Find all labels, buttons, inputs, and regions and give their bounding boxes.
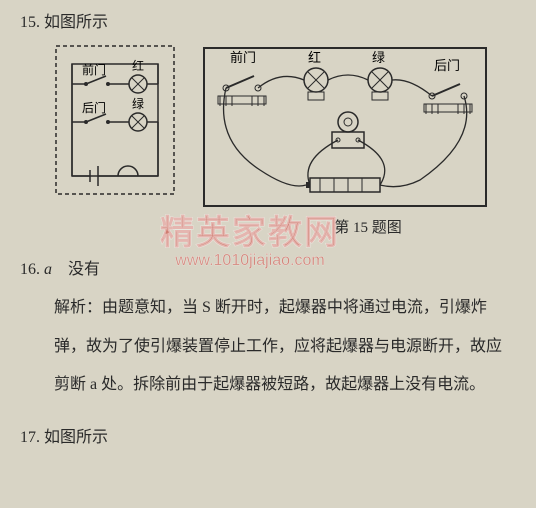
q16-explain-label: 解析：: [54, 299, 102, 316]
question-16-block: 16. a 没有 解析：由题意知，当 S 断开时，起爆器中将通过电流，引爆炸弹，…: [20, 251, 516, 405]
right-front-label: 前门: [230, 50, 256, 65]
left-circuit-diagram: 前门 红 后门 绿: [50, 40, 180, 200]
q17-number: 17.: [20, 429, 40, 446]
q15-text: 如图所示: [44, 14, 108, 31]
left-back-label: 后门: [82, 100, 106, 115]
question-17-block: 17. 如图所示: [20, 419, 516, 457]
right-red-label: 红: [308, 50, 321, 65]
left-green-label: 绿: [132, 96, 144, 111]
q16-answer-line: 16. a 没有: [20, 251, 516, 289]
q16-explain: 解析：由题意知，当 S 断开时，起爆器中将通过电流，引爆炸弹，故为了使引爆装置停…: [20, 289, 516, 404]
left-red-label: 红: [132, 58, 144, 73]
q16-number: 16.: [20, 261, 40, 278]
q16-answer-a: a: [44, 261, 52, 278]
diagrams-row: 前门 红 后门 绿: [50, 40, 516, 210]
figure-caption: 第 15 题图: [220, 216, 516, 237]
left-front-label: 前门: [82, 62, 106, 77]
right-circuit-diagram: 前门 红 绿 后门: [200, 40, 490, 210]
q17-text: 如图所示: [44, 429, 108, 446]
q15-number: 15.: [20, 14, 40, 31]
q16-answer-b: 没有: [68, 261, 100, 278]
question-15-header: 15. 如图所示: [20, 8, 516, 32]
right-back-label: 后门: [434, 58, 460, 73]
q16-explain-text: 由题意知，当 S 断开时，起爆器中将通过电流，引爆炸弹，故为了使引爆装置停止工作…: [54, 299, 502, 393]
right-green-label: 绿: [372, 50, 385, 65]
